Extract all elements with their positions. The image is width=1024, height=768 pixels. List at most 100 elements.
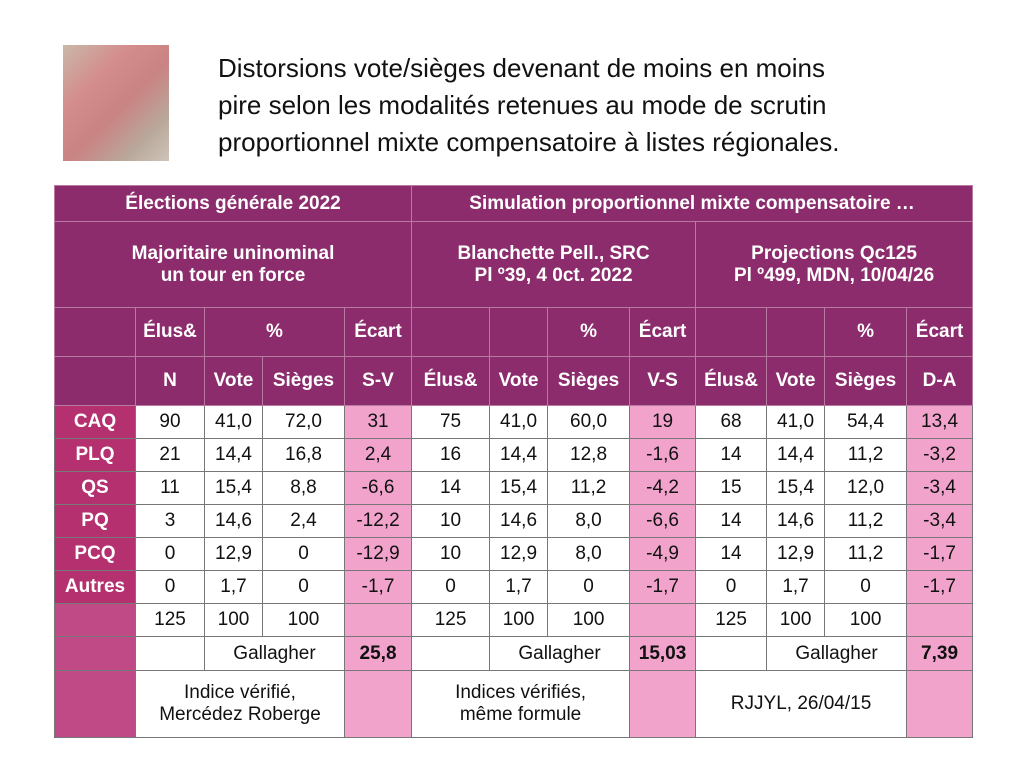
table-cell: Indices vérifiés, même formule: [411, 670, 631, 738]
table-cell: 19: [629, 405, 697, 439]
table-cell: 12,0: [824, 471, 908, 505]
table-cell: [54, 670, 136, 738]
cell-line: Indice vérifié,: [184, 682, 296, 703]
table-cell: 11,2: [547, 471, 631, 505]
cell-line: Majoritaire uninominal: [131, 242, 335, 264]
table-cell: 14,4: [766, 438, 826, 472]
table-cell: Sièges: [262, 356, 345, 406]
table-cell: 90: [135, 405, 205, 439]
table-cell: Gallagher: [489, 636, 631, 671]
table-row: Élus&% Écart% Écart% Écart: [54, 307, 974, 357]
table-cell: Blanchette Pell., SRC Pl º39, 4 0ct. 2022: [411, 221, 697, 308]
table-cell: [343, 670, 413, 738]
table-cell: 72,0: [262, 405, 345, 439]
table-row: Autres 0 1,7 0 -1,7 0 1,7 0 -1,7 0 1,7 0 -1,7: [54, 570, 974, 604]
table-cell: Indice vérifié, Mercédez Roberge: [135, 670, 345, 738]
table-cell: N: [135, 356, 205, 406]
table-cell: -3,4: [906, 471, 974, 505]
table-cell: 100: [489, 603, 549, 637]
table-cell: Sièges: [824, 356, 908, 406]
table-cell: -3,2: [906, 438, 974, 472]
table-cell: 0: [262, 570, 345, 604]
table-cell: Écart: [906, 307, 974, 357]
table-cell: 2,4: [262, 504, 345, 538]
table-cell: S-V: [343, 356, 413, 406]
table-cell: 100: [262, 603, 345, 637]
table-cell: [411, 636, 491, 671]
cell-line: RJJYL, 26/04/15: [730, 693, 872, 714]
table-cell: 14: [695, 537, 768, 571]
table-cell: 15,4: [766, 471, 826, 505]
table-cell: [135, 636, 205, 671]
table-cell: [489, 307, 549, 357]
table-cell: 68: [695, 405, 768, 439]
table-cell: -1,7: [343, 570, 413, 604]
table-cell: -3,4: [906, 504, 974, 538]
table-cell: %: [824, 307, 908, 357]
table-cell: Vote: [204, 356, 263, 406]
table-cell: 11: [135, 471, 205, 505]
table-cell: -4,9: [629, 537, 697, 571]
table-cell: 0: [262, 537, 345, 571]
cell-line: Pl º499, MDN, 10/04/26: [733, 264, 935, 286]
table-cell: [906, 670, 974, 738]
table-cell: Gallagher: [766, 636, 908, 671]
cell-line: Projections Qc125: [751, 242, 917, 264]
table-cell: 15,4: [489, 471, 549, 505]
table-row: CAQ 90 41,0 72,0 31 75 41,0 60,0 19 68 41,0 54,4 13,…: [54, 405, 974, 439]
table-cell: 60,0: [547, 405, 631, 439]
table-row: Majoritaire uninominal un tour en force Bl…: [53, 221, 974, 308]
table-cell: 12,9: [766, 537, 826, 571]
table-cell: -1,6: [629, 438, 697, 472]
table-cell: 14,6: [204, 504, 263, 538]
table-cell: [629, 603, 697, 637]
table-cell: 14: [695, 438, 768, 472]
table-cell: 12,9: [204, 537, 263, 571]
table-cell: 0: [411, 570, 491, 604]
table-cell: Projections Qc125 Pl º499, MDN, 10/04/26: [695, 221, 974, 308]
cell-line: Blanchette Pell., SRC: [457, 242, 650, 264]
table-cell: 2,4: [343, 438, 413, 472]
table-cell: 8,8: [262, 471, 345, 505]
table-cell: %: [204, 307, 345, 357]
table-cell: 0: [135, 537, 205, 571]
table-cell: 100: [547, 603, 631, 637]
table-cell: 15: [695, 471, 768, 505]
table-cell: -6,6: [629, 504, 697, 538]
table-cell: 14,4: [489, 438, 549, 472]
table-cell: [54, 356, 136, 406]
table-cell: 14,4: [204, 438, 263, 472]
table-cell: Écart: [343, 307, 413, 357]
table-cell: -6,6: [343, 471, 413, 505]
table-cell: CAQ: [54, 405, 136, 439]
table-cell: 100: [766, 603, 826, 637]
table-cell: 100: [824, 603, 908, 637]
table-cell: 10: [411, 537, 491, 571]
table-cell: 41,0: [489, 405, 549, 439]
table-row: PLQ 21 14,4 16,8 2,4 16 14,4 12,8 -1,6 14 14,4 11,2…: [54, 438, 974, 472]
table-cell: Majoritaire uninominal un tour en force: [53, 221, 413, 308]
table-cell: Élus&: [135, 307, 205, 357]
table-cell: -1,7: [906, 537, 974, 571]
table-cell: 14: [411, 471, 491, 505]
table-cell: 1,7: [204, 570, 263, 604]
table-cell: -12,2: [343, 504, 413, 538]
table-cell: Écart: [629, 307, 697, 357]
table-cell: [54, 307, 136, 357]
table-cell: 13,4: [906, 405, 974, 439]
table-cell: 11,2: [824, 504, 908, 538]
table-cell: 15,03: [629, 636, 697, 671]
table-cell: 125: [695, 603, 768, 637]
title-line: Distorsions vote/sièges devenant de moin…: [218, 53, 825, 83]
table-cell: 1,7: [766, 570, 826, 604]
table-cell: 0: [135, 570, 205, 604]
results-table: Élections générale 2022 Simulation propor…: [53, 185, 974, 738]
table-cell: [695, 636, 768, 671]
table-cell: D-A: [906, 356, 974, 406]
table-row: Gallagher 25,8 Gallagher 15,03 Gallagher 7,39: [54, 636, 974, 671]
table-cell: -12,9: [343, 537, 413, 571]
table-row: PQ 3 14,6 2,4 -12,2 10 14,6 8,0 -6,6 14 14,6 11,2 -3…: [54, 504, 974, 538]
table-cell: 0: [824, 570, 908, 604]
table-cell: 3: [135, 504, 205, 538]
table-cell: PCQ: [54, 537, 136, 571]
